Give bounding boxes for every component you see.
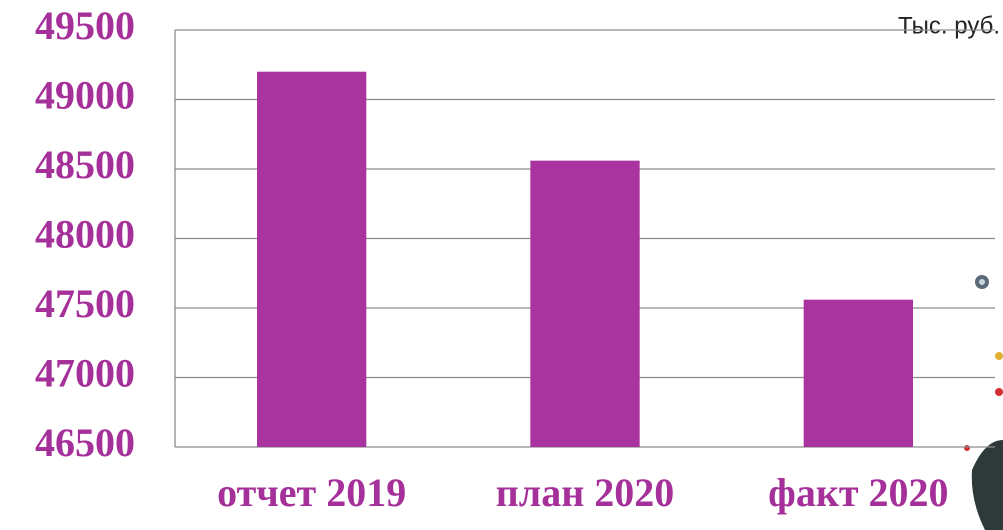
- bar: [257, 71, 367, 447]
- y-tick-label: 49000: [35, 73, 135, 118]
- y-tick-label: 47500: [35, 281, 135, 326]
- x-tick-label: отчет 2019: [217, 470, 406, 515]
- decoration: [964, 275, 1003, 530]
- y-tick-label: 47000: [35, 351, 135, 396]
- y-tick-label: 48000: [35, 212, 135, 257]
- y-tick-label: 46500: [35, 420, 135, 465]
- y-tick-label: 48500: [35, 142, 135, 187]
- unit-label: Тыс. руб.: [898, 12, 1000, 39]
- x-tick-label: факт 2020: [768, 470, 948, 515]
- y-tick-label: 49500: [35, 3, 135, 48]
- x-tick-label: план 2020: [496, 470, 675, 515]
- bar: [530, 160, 640, 447]
- bar: [803, 299, 913, 447]
